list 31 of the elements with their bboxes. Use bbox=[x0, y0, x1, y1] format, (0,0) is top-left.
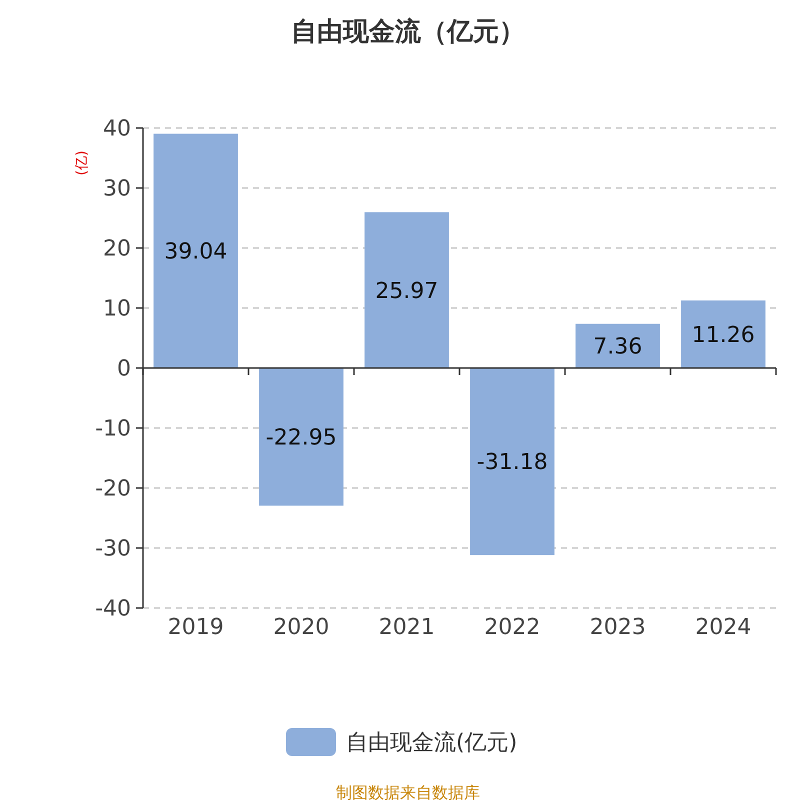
bar bbox=[259, 368, 344, 506]
y-tick-label: -10 bbox=[95, 416, 131, 442]
x-tick-label: 2020 bbox=[273, 615, 330, 640]
x-tick-label: 2023 bbox=[590, 615, 646, 640]
data-label: 39.04 bbox=[164, 240, 228, 265]
y-tick-label: -30 bbox=[95, 536, 131, 562]
bar bbox=[681, 300, 766, 368]
legend-label: 自由现金流(亿元) bbox=[346, 730, 518, 756]
bar bbox=[576, 324, 660, 368]
text: 制图数据来自数据库 bbox=[336, 783, 480, 800]
y-tick-label: 20 bbox=[103, 236, 131, 262]
y-axis-title: (亿) bbox=[74, 150, 90, 176]
data-label: -31.18 bbox=[476, 450, 548, 476]
y-tick-label: 40 bbox=[103, 116, 131, 142]
x-tick-label: 2021 bbox=[378, 615, 435, 640]
y-tick-label: -40 bbox=[95, 596, 131, 622]
y-tick-label: 30 bbox=[103, 176, 131, 202]
bar bbox=[470, 368, 554, 556]
data-label: -22.95 bbox=[266, 426, 337, 451]
x-tick-label: 2024 bbox=[695, 615, 752, 640]
bar bbox=[364, 212, 449, 368]
bar bbox=[154, 134, 238, 368]
data-label: 25.97 bbox=[375, 278, 438, 304]
x-tick-label: 2022 bbox=[484, 615, 540, 640]
y-tick-label: 10 bbox=[103, 296, 131, 322]
chart-title: 自由现金流（亿元） bbox=[291, 17, 525, 47]
y-tick-label: -20 bbox=[95, 476, 131, 502]
data-label: 7.36 bbox=[593, 334, 642, 360]
data-label: 11.26 bbox=[692, 322, 755, 348]
x-tick-label: 2019 bbox=[168, 615, 224, 640]
y-tick-label: 0 bbox=[117, 356, 131, 382]
